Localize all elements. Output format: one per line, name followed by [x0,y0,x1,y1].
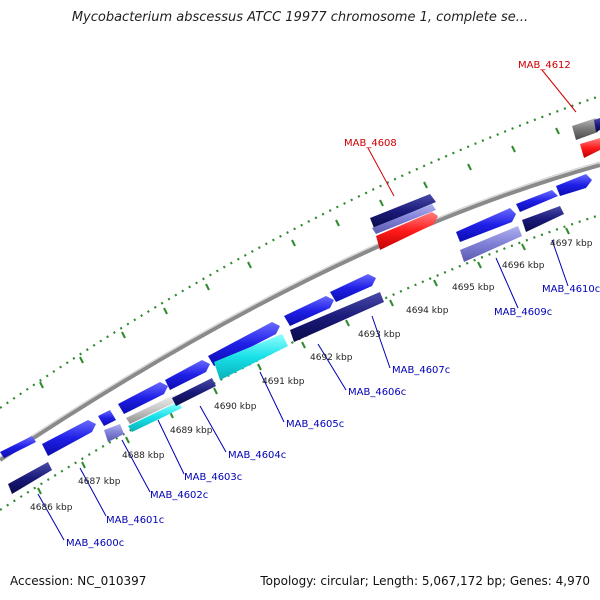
gene-block[interactable] [0,436,36,458]
gene-label[interactable]: MAB_4602c [150,490,208,501]
gene-label[interactable]: MAB_4609c [494,307,552,318]
summary-text: Topology: circular; Length: 5,067,172 bp… [260,574,590,588]
gene-label[interactable]: MAB_4604c [228,450,286,461]
gene-block[interactable] [460,226,522,262]
gene-block[interactable] [556,174,592,196]
gene-block[interactable] [118,382,168,414]
gene-block[interactable] [516,190,558,212]
tick-label: 4694 kbp [406,306,449,316]
tick-label: 4695 kbp [452,283,495,293]
gene-label[interactable]: MAB_4606c [348,387,406,398]
inner-major-ticks [37,227,570,495]
gene-block[interactable] [456,208,516,242]
gene-block[interactable] [165,360,210,390]
tick-label: 4687 kbp [78,477,121,487]
gene-block[interactable] [370,194,436,228]
backbone-line [0,163,600,462]
gene-block-highlight[interactable] [580,138,600,158]
gene-block[interactable] [208,322,280,366]
tick-label: 4688 kbp [122,451,165,461]
gene-label[interactable]: MAB_4607c [392,365,450,376]
tick-label: 4691 kbp [262,377,305,387]
gene-block-highlight[interactable] [376,212,438,250]
label-leaders [37,69,577,541]
gene-block[interactable] [104,424,124,442]
tick-label: 4686 kbp [30,503,73,513]
gene-block[interactable] [8,462,52,494]
gene-label-highlight[interactable]: MAB_4612 [518,60,571,71]
gene-label-highlight[interactable]: MAB_4608 [344,138,397,149]
gene-block[interactable] [522,206,564,232]
gene-label[interactable]: MAB_4600c [66,538,124,549]
gene-block[interactable] [330,274,376,302]
tick-label: 4690 kbp [214,402,257,412]
gene-block[interactable] [594,118,600,132]
gene-block[interactable] [98,410,116,426]
backbone-line-highlight [0,161,600,458]
accession-text: Accession: NC_010397 [10,574,147,588]
gene-block[interactable] [126,394,180,424]
gene-label[interactable]: MAB_4610c [542,284,600,295]
gene-label[interactable]: MAB_4603c [184,472,242,483]
inner-tick-track [0,213,600,511]
gene-block[interactable] [284,296,334,326]
gene-block[interactable] [42,420,96,456]
map-title: Mycobacterium abscessus ATCC 19977 chrom… [71,10,529,25]
gene-block[interactable] [290,292,384,342]
outer-major-ticks [39,127,560,389]
tick-label: 4689 kbp [170,426,213,436]
gene-block[interactable] [172,378,216,406]
gene-block[interactable] [214,334,288,380]
gene-label[interactable]: MAB_4605c [286,419,344,430]
tick-label: 4692 kbp [310,353,353,363]
tick-label: 4696 kbp [502,261,545,271]
gene-label[interactable]: MAB_4601c [106,515,164,526]
gene-block[interactable] [572,118,598,140]
tick-label: 4697 kbp [550,239,593,249]
tick-label: 4693 kbp [358,330,401,340]
gene-block[interactable] [128,402,182,432]
gene-block[interactable] [372,204,436,234]
outer-tick-track [0,94,600,409]
